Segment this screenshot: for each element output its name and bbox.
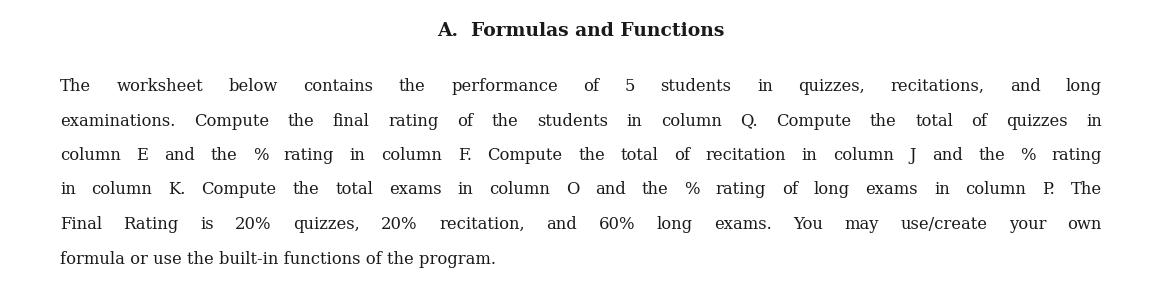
Text: exams: exams <box>866 181 918 198</box>
Text: long: long <box>813 181 849 198</box>
Text: Q.: Q. <box>740 113 758 130</box>
Text: of: of <box>782 181 797 198</box>
Text: rating: rating <box>1052 147 1102 164</box>
Text: recitations,: recitations, <box>890 78 984 95</box>
Text: the: the <box>978 147 1005 164</box>
Text: F.: F. <box>458 147 472 164</box>
Text: examinations.: examinations. <box>60 113 175 130</box>
Text: may: may <box>845 216 878 233</box>
Text: the: the <box>210 147 237 164</box>
Text: the: the <box>579 147 605 164</box>
Text: of: of <box>971 113 988 130</box>
Text: final: final <box>332 113 370 130</box>
Text: O: O <box>566 181 579 198</box>
Text: exams.: exams. <box>713 216 772 233</box>
Text: column: column <box>661 113 722 130</box>
Text: 20%: 20% <box>381 216 418 233</box>
Text: 20%: 20% <box>235 216 272 233</box>
Text: the: the <box>293 181 320 198</box>
Text: %: % <box>253 147 268 164</box>
Text: column: column <box>92 181 152 198</box>
Text: Final: Final <box>60 216 102 233</box>
Text: long: long <box>1066 78 1102 95</box>
Text: worksheet: worksheet <box>116 78 203 95</box>
Text: in: in <box>1086 113 1102 130</box>
Text: Compute: Compute <box>487 147 562 164</box>
Text: column: column <box>966 181 1026 198</box>
Text: Rating: Rating <box>123 216 179 233</box>
Text: column: column <box>381 147 442 164</box>
Text: column: column <box>60 147 121 164</box>
Text: is: is <box>200 216 214 233</box>
Text: 60%: 60% <box>598 216 634 233</box>
Text: long: long <box>657 216 693 233</box>
Text: of: of <box>674 147 690 164</box>
Text: and: and <box>595 181 625 198</box>
Text: 5: 5 <box>625 78 634 95</box>
Text: the: the <box>870 113 897 130</box>
Text: students: students <box>537 113 608 130</box>
Text: in: in <box>350 147 366 164</box>
Text: J: J <box>910 147 916 164</box>
Text: column: column <box>833 147 894 164</box>
Text: quizzes: quizzes <box>1006 113 1068 130</box>
Text: students: students <box>660 78 731 95</box>
Text: the: the <box>492 113 518 130</box>
Text: of: of <box>457 113 473 130</box>
Text: Compute: Compute <box>201 181 277 198</box>
Text: contains: contains <box>303 78 373 95</box>
Text: recitation,: recitation, <box>439 216 525 233</box>
Text: column: column <box>489 181 550 198</box>
Text: P.: P. <box>1042 181 1055 198</box>
Text: %: % <box>684 181 700 198</box>
Text: Compute: Compute <box>194 113 270 130</box>
Text: use/create: use/create <box>901 216 988 233</box>
Text: rating: rating <box>388 113 438 130</box>
Text: the: the <box>641 181 668 198</box>
Text: your: your <box>1009 216 1046 233</box>
Text: The: The <box>1071 181 1102 198</box>
Text: %: % <box>1020 147 1037 164</box>
Text: You: You <box>794 216 823 233</box>
Text: and: and <box>164 147 195 164</box>
Text: rating: rating <box>284 147 335 164</box>
Text: total: total <box>621 147 659 164</box>
Text: the: the <box>399 78 425 95</box>
Text: total: total <box>335 181 373 198</box>
Text: in: in <box>802 147 818 164</box>
Text: formula or use the built-in functions of the program.: formula or use the built-in functions of… <box>60 251 496 268</box>
Text: the: the <box>287 113 314 130</box>
Text: in: in <box>60 181 76 198</box>
Text: K.: K. <box>168 181 186 198</box>
Text: and: and <box>1010 78 1040 95</box>
Text: A.  Formulas and Functions: A. Formulas and Functions <box>437 22 725 40</box>
Text: in: in <box>458 181 473 198</box>
Text: recitation: recitation <box>705 147 787 164</box>
Text: performance: performance <box>451 78 558 95</box>
Text: and: and <box>932 147 962 164</box>
Text: exams: exams <box>389 181 442 198</box>
Text: E: E <box>136 147 149 164</box>
Text: below: below <box>229 78 278 95</box>
Text: in: in <box>756 78 773 95</box>
Text: quizzes,: quizzes, <box>798 78 865 95</box>
Text: quizzes,: quizzes, <box>293 216 360 233</box>
Text: total: total <box>916 113 953 130</box>
Text: in: in <box>626 113 643 130</box>
Text: and: and <box>546 216 578 233</box>
Text: Compute: Compute <box>776 113 852 130</box>
Text: own: own <box>1068 216 1102 233</box>
Text: of: of <box>583 78 600 95</box>
Text: rating: rating <box>716 181 766 198</box>
Text: The: The <box>60 78 91 95</box>
Text: in: in <box>934 181 949 198</box>
